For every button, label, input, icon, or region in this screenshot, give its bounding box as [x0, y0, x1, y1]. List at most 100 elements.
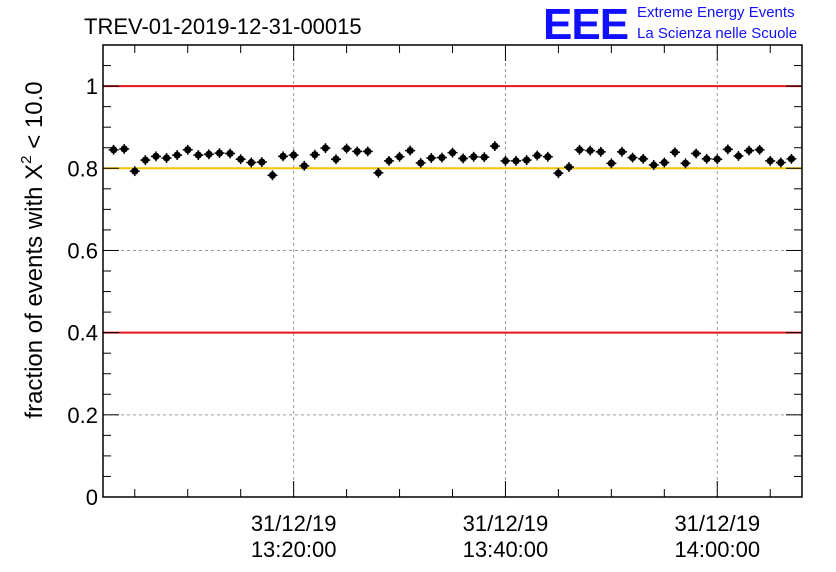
marker: [131, 167, 139, 175]
y-axis-label-tail: < 10.0: [21, 81, 48, 155]
data-point: [203, 149, 214, 160]
marker: [713, 155, 721, 163]
y-tick-label: 0.8: [67, 156, 98, 181]
data-point: [585, 145, 596, 156]
y-tick-label: 0.2: [67, 403, 98, 428]
marker: [512, 157, 520, 165]
data-point: [616, 146, 627, 157]
data-point: [511, 155, 522, 166]
marker: [152, 152, 160, 160]
marker: [491, 142, 499, 150]
marker: [692, 149, 700, 158]
marker: [470, 153, 478, 161]
marker: [427, 154, 435, 162]
y-axis-label-sup: 2: [18, 155, 35, 163]
marker: [385, 157, 393, 165]
data-point: [627, 152, 638, 163]
data-point: [362, 146, 373, 157]
marker: [417, 159, 425, 167]
data-point: [129, 166, 140, 177]
eee-logo-mark: EEE: [543, 0, 628, 49]
data-point: [722, 144, 733, 155]
data-point: [754, 144, 765, 155]
data-point: [775, 157, 786, 168]
marker: [438, 153, 446, 162]
marker: [734, 152, 743, 160]
data-point: [648, 160, 659, 170]
data-point: [574, 144, 585, 155]
data-point: [744, 145, 755, 156]
marker: [162, 154, 171, 162]
marker: [374, 169, 382, 177]
marker: [173, 151, 181, 159]
data-point: [235, 154, 246, 165]
marker: [247, 158, 255, 167]
y-tick-label: 1: [86, 74, 98, 99]
marker: [406, 147, 414, 155]
data-point: [765, 155, 776, 166]
marker: [205, 150, 213, 158]
data-point: [140, 155, 151, 165]
marker: [523, 156, 531, 164]
marker: [109, 146, 118, 154]
marker: [639, 155, 647, 163]
data-point: [214, 148, 225, 158]
data-point: [786, 153, 797, 164]
data-point: [468, 151, 479, 162]
data-point: [225, 148, 236, 159]
data-point: [500, 155, 511, 166]
data-point: [553, 168, 564, 179]
data-point: [394, 151, 405, 162]
marker: [660, 158, 668, 167]
data-point: [447, 147, 458, 158]
marker: [544, 153, 552, 161]
data-point: [415, 158, 426, 168]
marker: [290, 151, 298, 159]
data-point: [405, 145, 416, 156]
data-point: [150, 151, 161, 162]
marker: [268, 171, 277, 179]
data-point: [383, 155, 394, 166]
marker: [120, 145, 128, 153]
y-tick-label: 0.6: [67, 238, 98, 263]
eee-logo: EEE Extreme Energy Events La Scienza nel…: [543, 0, 797, 49]
y-tick-label: 0: [86, 485, 98, 510]
marker: [703, 155, 711, 163]
data-point: [606, 158, 617, 169]
data-point: [288, 150, 299, 161]
marker: [353, 147, 361, 156]
data-points: [108, 141, 797, 181]
data-point: [331, 154, 341, 165]
plot-frame: [102, 44, 803, 498]
marker: [342, 144, 351, 153]
x-tick-label-date: 31/12/19: [251, 511, 337, 536]
marker: [586, 147, 594, 155]
data-point: [119, 144, 130, 154]
data-point: [638, 153, 649, 164]
marker: [607, 159, 615, 167]
data-point: [680, 158, 691, 169]
y-axis-label-main: fraction of events with X: [21, 164, 48, 419]
marker: [628, 153, 637, 162]
marker: [141, 156, 149, 164]
marker: [279, 152, 287, 160]
data-point: [373, 167, 384, 178]
marker: [395, 153, 404, 161]
marker: [226, 149, 234, 158]
marker: [184, 146, 192, 154]
eee-logo-line2: La Scienza nelle Scuole: [637, 25, 797, 42]
data-point: [733, 151, 744, 161]
data-point: [182, 144, 193, 155]
data-point: [267, 170, 278, 181]
grid: [103, 45, 802, 497]
data-point: [309, 149, 320, 160]
data-point: [193, 150, 204, 161]
data-point: [712, 154, 723, 165]
data-point: [595, 146, 606, 157]
marker: [787, 155, 796, 163]
marker: [332, 155, 340, 163]
data-point: [161, 153, 172, 163]
eee-logo-line1: Extreme Energy Events: [637, 4, 795, 21]
marker: [321, 144, 330, 152]
